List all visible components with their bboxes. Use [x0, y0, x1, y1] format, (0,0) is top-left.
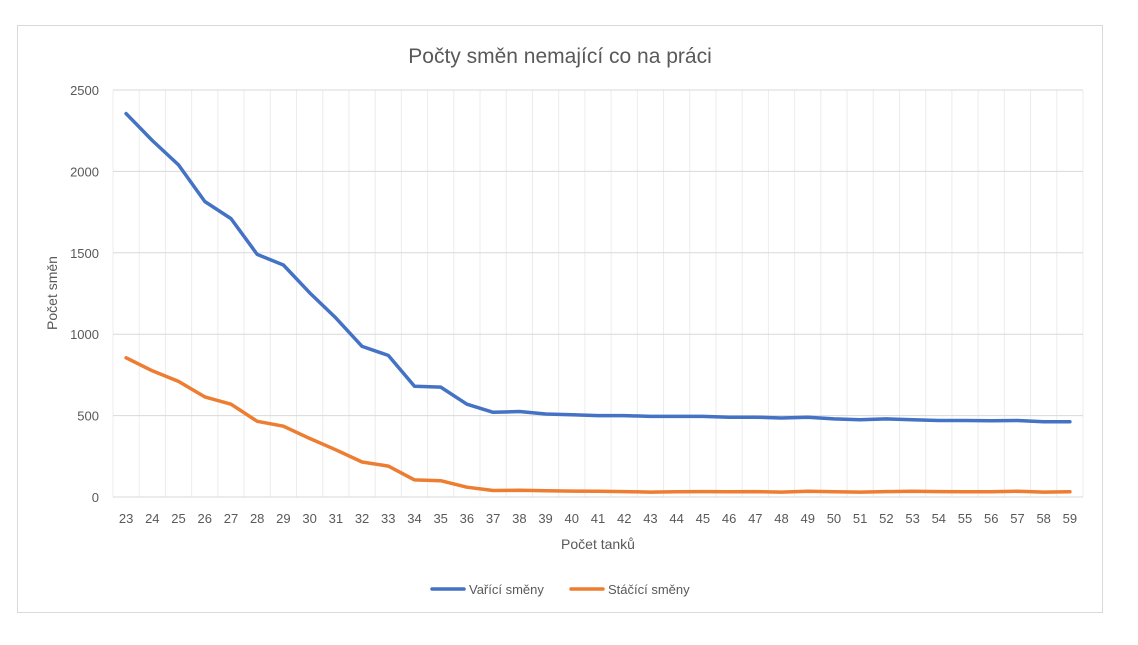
x-tick-label: 35: [433, 511, 447, 526]
x-tick-label: 32: [355, 511, 369, 526]
y-tick-label: 500: [77, 409, 99, 424]
x-tick-label: 26: [198, 511, 212, 526]
chart-frame: [17, 25, 1103, 613]
x-tick-label: 49: [800, 511, 814, 526]
y-axis-ticks: 0 500 1000 1500 2000 2500: [70, 83, 99, 505]
series-lines: [124, 111, 1072, 494]
x-tick-label: 37: [486, 511, 500, 526]
x-tick-label: 30: [302, 511, 316, 526]
x-tick-label: 42: [617, 511, 631, 526]
x-tick-label: 46: [722, 511, 736, 526]
x-tick-label: 57: [1010, 511, 1024, 526]
x-tick-label: 53: [905, 511, 919, 526]
x-tick-label: 34: [407, 511, 421, 526]
x-tick-label: 28: [250, 511, 264, 526]
y-tick-label: 1500: [70, 246, 99, 261]
x-tick-label: 25: [171, 511, 185, 526]
y-tick-label: 0: [92, 490, 99, 505]
x-tick-label: 47: [748, 511, 762, 526]
legend-label: Stáčící směny: [608, 582, 690, 597]
gridlines: [112, 89, 1084, 497]
x-tick-label: 39: [538, 511, 552, 526]
x-tick-label: 29: [276, 511, 290, 526]
x-tick-label: 55: [958, 511, 972, 526]
chart-title: Počty směn nemající co na práci: [408, 45, 711, 68]
series-line-1: [124, 111, 1072, 424]
x-tick-label: 45: [696, 511, 710, 526]
x-tick-label: 58: [1036, 511, 1050, 526]
x-tick-label: 27: [224, 511, 238, 526]
x-tick-label: 33: [381, 511, 395, 526]
x-axis-ticks: 23 24 25 26 27 28 29 30 31 32 33 34 35 36 37 38 39 40 41 42…: [119, 511, 1077, 526]
y-tick-label: 1000: [70, 327, 99, 342]
x-tick-label: 44: [669, 511, 683, 526]
y-tick-label: 2500: [70, 83, 99, 98]
x-tick-label: 23: [119, 511, 133, 526]
x-tick-label: 38: [512, 511, 526, 526]
legend: Vařící směny Stáčící směny: [430, 582, 690, 597]
x-tick-label: 56: [984, 511, 998, 526]
x-tick-label: 41: [591, 511, 605, 526]
y-axis-label: Počet směn: [44, 256, 60, 330]
x-tick-label: 24: [145, 511, 159, 526]
x-axis-label: Počet tanků: [561, 536, 635, 552]
y-tick-label: 2000: [70, 164, 99, 179]
x-tick-label: 43: [643, 511, 657, 526]
x-tick-label: 50: [827, 511, 841, 526]
x-tick-label: 54: [932, 511, 946, 526]
x-tick-label: 31: [329, 511, 343, 526]
x-tick-label: 51: [853, 511, 867, 526]
x-tick-label: 40: [565, 511, 579, 526]
series-line-2: [124, 356, 1072, 494]
legend-label: Vařící směny: [469, 582, 544, 597]
x-tick-label: 36: [460, 511, 474, 526]
x-tick-label: 59: [1063, 511, 1077, 526]
x-tick-label: 48: [774, 511, 788, 526]
x-tick-label: 52: [879, 511, 893, 526]
